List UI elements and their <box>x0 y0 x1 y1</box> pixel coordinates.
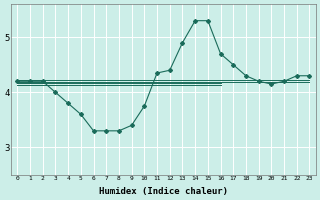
X-axis label: Humidex (Indice chaleur): Humidex (Indice chaleur) <box>99 187 228 196</box>
